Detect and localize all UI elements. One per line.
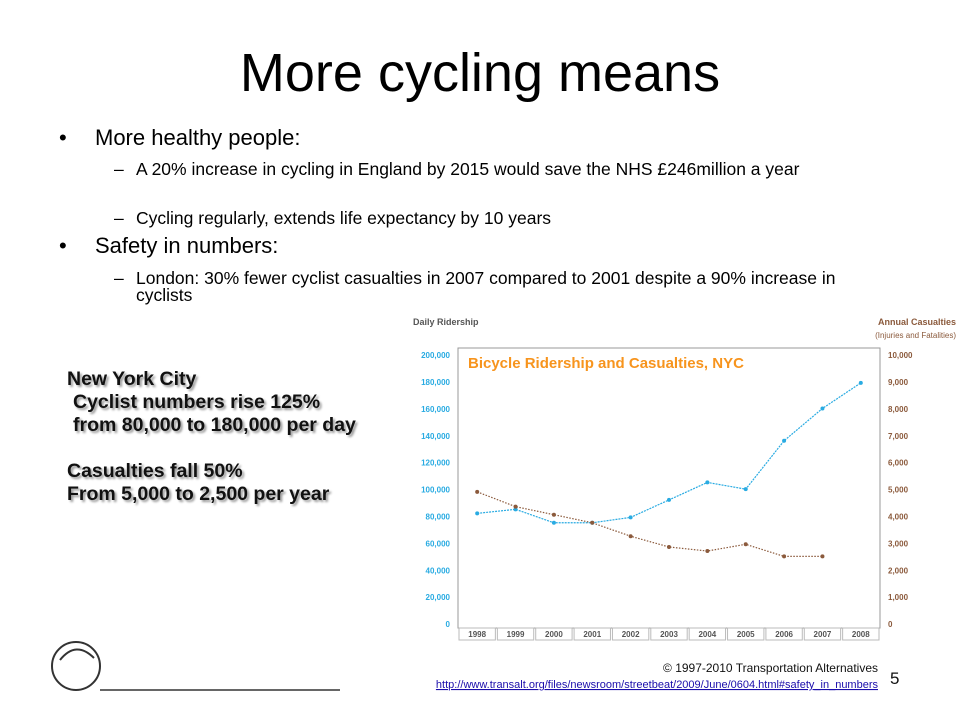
x-tick-label: 2000	[545, 630, 563, 639]
data-point	[551, 512, 556, 517]
y-tick-label: 100,000	[421, 486, 450, 495]
x-tick-label: 1998	[468, 630, 486, 639]
y2-tick-label: 5,000	[888, 486, 909, 495]
x-tick-box	[535, 627, 573, 641]
y-tick-label: 80,000	[426, 513, 451, 522]
chart-title: Bicycle Ridership and Casualties, NYC	[468, 355, 744, 372]
x-tick-label: 2006	[775, 630, 793, 639]
y2-tick-label: 1,000	[888, 593, 909, 602]
sub-bullet: A 20% increase in cycling in England by …	[114, 160, 896, 178]
y2-tick-label: 2,000	[888, 566, 909, 575]
data-point	[667, 497, 671, 502]
data-point	[475, 511, 480, 516]
x-tick-box	[688, 627, 727, 641]
bullet: More healthy people:	[59, 125, 301, 151]
data-point	[667, 544, 671, 549]
data-point	[705, 480, 710, 485]
y2-tick-label: 8,000	[888, 405, 909, 414]
data-point	[590, 520, 595, 525]
copyright: © 1997-2010 Transportation Alternatives	[663, 661, 878, 675]
y-tick-label: 140,000	[421, 432, 450, 441]
data-point	[475, 489, 480, 494]
callout-line: From 5,000 to 2,500 per year	[67, 483, 330, 505]
title-bg	[466, 352, 744, 374]
y-tick-label: 60,000	[426, 539, 451, 548]
data-point	[628, 534, 633, 539]
data-point	[782, 438, 787, 443]
data-point	[513, 504, 518, 509]
x-tick-box	[803, 627, 842, 641]
x-tick-label: 2003	[660, 630, 678, 639]
slide-title: More cycling means	[239, 43, 721, 103]
callout-line: from 80,000 to 180,000 per day	[73, 414, 356, 436]
data-point	[858, 380, 863, 385]
x-tick-box	[765, 627, 803, 641]
x-tick-label: 2001	[583, 630, 601, 639]
data-point	[551, 520, 556, 525]
y-tick-label: 160,000	[421, 405, 450, 414]
data-point	[705, 549, 710, 554]
callout-line: Casualties fall 50%	[67, 460, 243, 482]
callout-heading: New York City	[67, 368, 197, 390]
x-tick-box	[496, 627, 535, 641]
y2-tick-label: 10,000	[888, 351, 913, 360]
data-point	[820, 406, 825, 411]
callout: New York City Cyclist numbers rise 125% …	[67, 368, 372, 506]
x-tick-label: 1999	[507, 630, 525, 639]
page-number: 5	[890, 669, 899, 688]
sub-bullet: Cycling regularly, extends life expectan…	[114, 209, 896, 227]
y-tick-label: 120,000	[421, 459, 450, 468]
y-tick-label: 40,000	[426, 566, 451, 575]
y2-tick-label: 4,000	[888, 513, 909, 522]
x-tick-box	[458, 627, 496, 641]
x-tick-box	[842, 627, 880, 641]
data-point	[628, 515, 633, 520]
y-tick-label: 20,000	[426, 593, 451, 602]
x-tick-box	[727, 627, 765, 641]
x-tick-box	[650, 627, 688, 641]
y2-axis-title: Annual Casualties	[878, 317, 956, 327]
source-link[interactable]: http://www.transalt.org/files/newsroom/s…	[436, 679, 879, 691]
x-tick-label: 2005	[737, 630, 755, 639]
y2-tick-label: 7,000	[888, 432, 909, 441]
y-axis-title: Daily Ridership	[413, 317, 479, 327]
sub-bullet: London: 30% fewer cyclist casualties in …	[114, 269, 896, 304]
y2-tick-label: 3,000	[888, 539, 909, 548]
x-tick-label: 2008	[852, 630, 870, 639]
chart-frame	[457, 347, 881, 629]
y2-axis-subtitle: (Injuries and Fatalities)	[875, 331, 956, 340]
x-tick-label: 2002	[622, 630, 640, 639]
data-point	[782, 554, 787, 559]
x-tick-box	[611, 627, 650, 641]
y-tick-label: 180,000	[421, 378, 450, 387]
x-tick-box	[573, 627, 611, 641]
y2-tick-label: 6,000	[888, 459, 909, 468]
data-point	[820, 554, 825, 559]
logo	[51, 641, 101, 691]
callout-line: Cyclist numbers rise 125%	[73, 391, 321, 413]
y2-tick-label: 0	[888, 620, 893, 629]
y-tick-label: 0	[446, 620, 451, 629]
series-line	[476, 491, 823, 558]
data-point	[743, 487, 748, 492]
logo-arc	[59, 648, 95, 661]
y-tick-label: 200,000	[421, 351, 450, 360]
data-point	[743, 542, 748, 547]
x-tick-label: 2007	[814, 630, 832, 639]
x-tick-label: 2004	[698, 630, 716, 639]
bullet: Safety in numbers:	[59, 233, 279, 259]
y2-tick-label: 9,000	[888, 378, 909, 387]
